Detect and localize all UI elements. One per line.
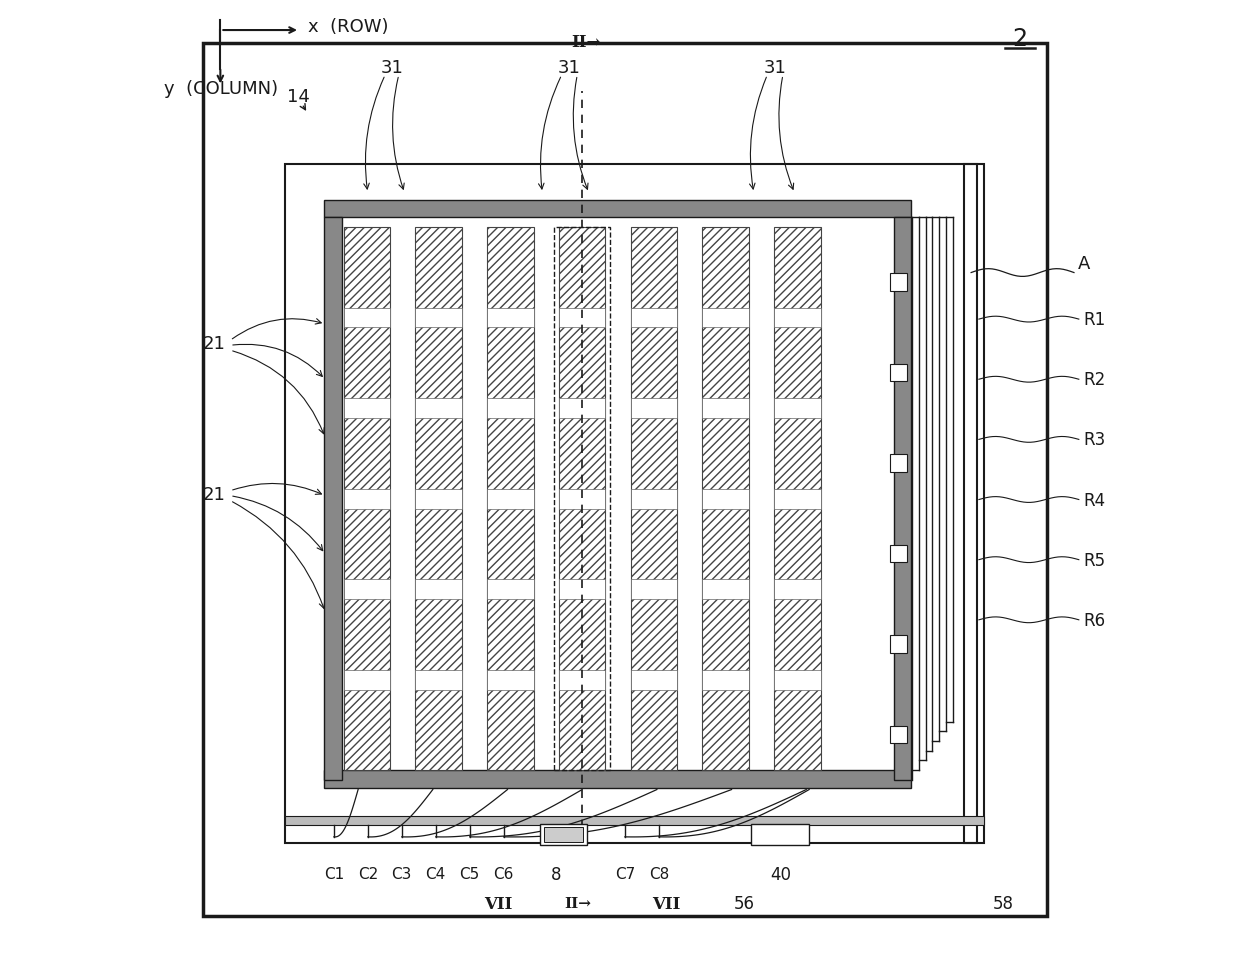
Text: x  (ROW): x (ROW) [308, 18, 388, 36]
Text: VII: VII [652, 894, 681, 912]
Bar [324, 770, 911, 788]
Bar [343, 489, 391, 509]
Text: C3: C3 [392, 866, 412, 882]
Text: C7: C7 [615, 866, 635, 882]
Bar [324, 201, 911, 218]
Bar [774, 489, 821, 509]
Text: R5: R5 [1084, 551, 1106, 569]
Bar [415, 228, 461, 770]
Bar [487, 670, 533, 690]
Text: 21: 21 [203, 335, 226, 353]
Text: 31: 31 [558, 59, 582, 77]
Text: R1: R1 [1084, 311, 1106, 328]
Bar [203, 44, 1047, 916]
Bar [559, 579, 605, 600]
Bar [343, 398, 391, 419]
Bar [487, 489, 533, 509]
Bar [894, 218, 911, 780]
Bar [343, 228, 391, 770]
Bar [631, 489, 677, 509]
Text: A: A [1078, 255, 1090, 272]
Text: II→: II→ [572, 34, 601, 51]
Bar [487, 308, 533, 328]
Bar [559, 670, 605, 690]
Bar [285, 816, 983, 826]
Bar [487, 228, 533, 770]
Bar [487, 398, 533, 419]
Bar [774, 398, 821, 419]
Text: VII: VII [485, 894, 513, 912]
Bar [889, 454, 908, 472]
Bar [559, 308, 605, 328]
Text: 14: 14 [286, 88, 310, 106]
Bar [702, 308, 749, 328]
Bar [631, 308, 677, 328]
Text: R2: R2 [1084, 371, 1106, 389]
Bar [415, 579, 461, 600]
Bar [702, 670, 749, 690]
Text: 58: 58 [993, 894, 1013, 912]
Text: 56: 56 [734, 894, 755, 912]
Text: 21: 21 [203, 485, 226, 503]
Text: C5: C5 [460, 866, 480, 882]
Bar [559, 489, 605, 509]
Bar [559, 398, 605, 419]
Text: 31: 31 [381, 59, 403, 77]
Text: C1: C1 [324, 866, 343, 882]
Bar [631, 670, 677, 690]
Bar [965, 165, 977, 843]
Bar [541, 824, 587, 845]
Text: R6: R6 [1084, 611, 1106, 629]
Bar [544, 828, 583, 842]
Text: R3: R3 [1084, 431, 1106, 449]
Bar [285, 165, 983, 843]
Bar [324, 218, 341, 780]
Text: 31: 31 [764, 59, 786, 77]
Text: y  (COLUMN): y (COLUMN) [164, 80, 278, 98]
Text: C6: C6 [494, 866, 513, 882]
Bar [889, 546, 908, 563]
Bar [889, 364, 908, 382]
Bar [559, 228, 605, 770]
Bar [889, 726, 908, 743]
Bar [889, 636, 908, 653]
Bar [751, 824, 810, 845]
Bar [415, 670, 461, 690]
Bar [487, 579, 533, 600]
Bar [343, 579, 391, 600]
Bar [554, 228, 610, 770]
Bar [343, 670, 391, 690]
Bar [415, 398, 461, 419]
Text: R4: R4 [1084, 491, 1106, 509]
Text: C8: C8 [649, 866, 668, 882]
Text: II→: II→ [564, 896, 590, 910]
Bar [702, 489, 749, 509]
Text: 2: 2 [1012, 27, 1027, 50]
Text: C2: C2 [357, 866, 378, 882]
Bar [774, 228, 821, 770]
Bar [889, 274, 908, 292]
Bar [774, 308, 821, 328]
Bar [631, 398, 677, 419]
Bar [774, 579, 821, 600]
Bar [415, 489, 461, 509]
Bar [631, 579, 677, 600]
Bar [774, 670, 821, 690]
Bar [702, 228, 749, 770]
Text: 40: 40 [770, 865, 791, 883]
Bar [702, 579, 749, 600]
Text: 8: 8 [551, 865, 562, 883]
Bar [415, 308, 461, 328]
Text: C4: C4 [425, 866, 446, 882]
Bar [702, 398, 749, 419]
Bar [631, 228, 677, 770]
Bar [343, 308, 391, 328]
